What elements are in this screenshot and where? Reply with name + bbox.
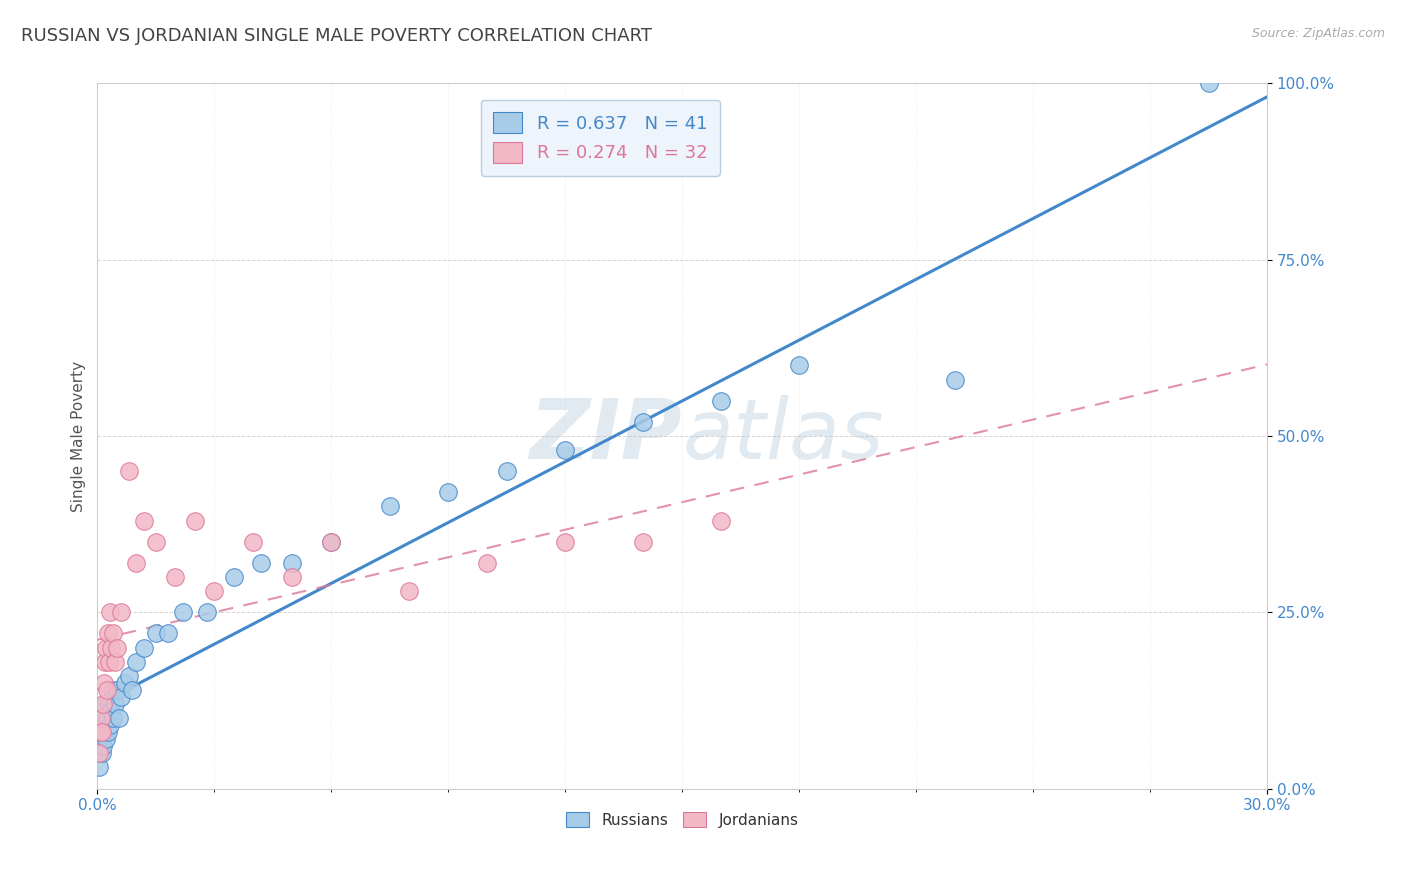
Point bbox=[250, 556, 273, 570]
Point bbox=[107, 711, 129, 725]
Point bbox=[89, 725, 111, 739]
Point bbox=[89, 760, 111, 774]
Point bbox=[242, 534, 264, 549]
Point bbox=[91, 725, 114, 739]
Point bbox=[105, 682, 128, 697]
Point bbox=[105, 640, 128, 655]
Point bbox=[495, 464, 517, 478]
Point bbox=[94, 697, 117, 711]
Text: ZIP: ZIP bbox=[530, 395, 682, 476]
Text: Source: ZipAtlas.com: Source: ZipAtlas.com bbox=[1251, 27, 1385, 40]
Point bbox=[195, 605, 218, 619]
Point bbox=[90, 725, 112, 739]
Point bbox=[104, 697, 127, 711]
Point bbox=[631, 415, 654, 429]
Point bbox=[96, 682, 118, 697]
Point bbox=[787, 359, 810, 373]
Point bbox=[94, 640, 117, 655]
Point bbox=[554, 534, 576, 549]
Point bbox=[101, 711, 124, 725]
Point bbox=[172, 605, 194, 619]
Point bbox=[114, 675, 136, 690]
Point bbox=[110, 690, 132, 704]
Point bbox=[117, 669, 139, 683]
Point bbox=[101, 626, 124, 640]
Point bbox=[97, 725, 120, 739]
Point bbox=[398, 584, 420, 599]
Point bbox=[110, 605, 132, 619]
Point bbox=[93, 725, 115, 739]
Point bbox=[943, 373, 966, 387]
Point bbox=[321, 534, 343, 549]
Point bbox=[91, 739, 114, 754]
Point bbox=[97, 626, 120, 640]
Point bbox=[96, 711, 118, 725]
Point bbox=[101, 682, 124, 697]
Point bbox=[98, 718, 121, 732]
Point bbox=[134, 640, 156, 655]
Legend: Russians, Jordanians: Russians, Jordanians bbox=[560, 805, 804, 834]
Point bbox=[202, 584, 225, 599]
Point bbox=[222, 570, 245, 584]
Y-axis label: Single Male Poverty: Single Male Poverty bbox=[72, 360, 86, 511]
Point bbox=[100, 704, 122, 718]
Point bbox=[145, 626, 167, 640]
Point bbox=[1198, 77, 1220, 91]
Point bbox=[94, 732, 117, 747]
Point bbox=[104, 655, 127, 669]
Point bbox=[281, 556, 304, 570]
Point bbox=[165, 570, 187, 584]
Point bbox=[91, 746, 114, 760]
Text: RUSSIAN VS JORDANIAN SINGLE MALE POVERTY CORRELATION CHART: RUSSIAN VS JORDANIAN SINGLE MALE POVERTY… bbox=[21, 27, 652, 45]
Point bbox=[184, 514, 207, 528]
Point bbox=[90, 711, 112, 725]
Point bbox=[125, 655, 148, 669]
Point bbox=[91, 697, 114, 711]
Point bbox=[100, 640, 122, 655]
Point bbox=[710, 514, 733, 528]
Point bbox=[117, 464, 139, 478]
Point bbox=[710, 393, 733, 408]
Point bbox=[145, 534, 167, 549]
Point bbox=[94, 655, 117, 669]
Point bbox=[93, 675, 115, 690]
Point bbox=[89, 746, 111, 760]
Text: atlas: atlas bbox=[682, 395, 884, 476]
Point bbox=[98, 655, 121, 669]
Point bbox=[125, 556, 148, 570]
Point bbox=[321, 534, 343, 549]
Point bbox=[477, 556, 499, 570]
Point bbox=[98, 605, 121, 619]
Point bbox=[91, 711, 114, 725]
Point bbox=[281, 570, 304, 584]
Point bbox=[98, 697, 121, 711]
Point bbox=[437, 485, 460, 500]
Point bbox=[631, 534, 654, 549]
Point bbox=[554, 443, 576, 458]
Point bbox=[121, 682, 143, 697]
Point bbox=[134, 514, 156, 528]
Point bbox=[156, 626, 179, 640]
Point bbox=[378, 500, 401, 514]
